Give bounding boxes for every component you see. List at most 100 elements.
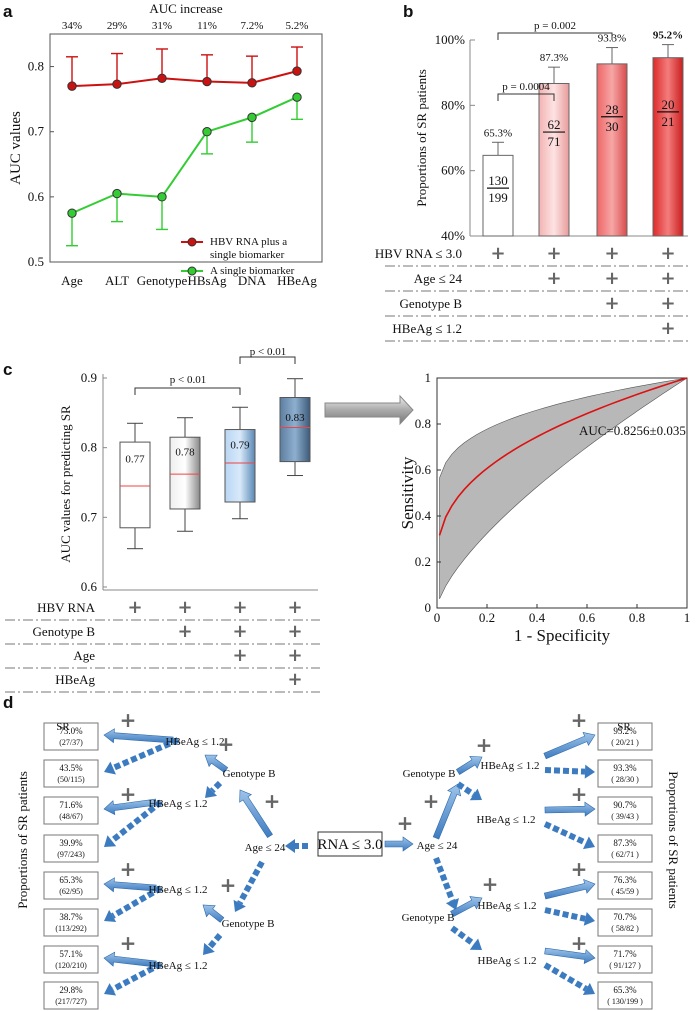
a-point [157,192,167,202]
tree-result-frac: ( 28/30 ) [611,775,639,784]
tree-left-axis: Proportions of SR patients [15,771,30,909]
tree-node-hbeag: HBeAg ≤ 1.2 [166,736,225,748]
plus-icon: + [490,243,505,264]
b-ytick-label: 60% [441,163,465,178]
b-bar-numerator: 28 [606,102,619,117]
chart-roc: 0 0.2 0.4 0.6 0.8 1 0 0.2 0.4 0.6 0.8 1 AUC=0.8256±… [398,370,690,645]
c-box [224,429,256,503]
tree-arrow-dash [115,907,124,917]
tree-arrow-head [203,942,215,955]
tree-arrow-dash [439,873,448,882]
a-xtick-label: DNA [238,273,267,288]
tree-arrow-solid [544,801,596,817]
tree-arrow-dash [237,900,244,905]
tree-node-genotype: Genotype B [402,912,455,924]
plus-icon: + [287,669,302,690]
tree-arrow-dash [560,828,569,837]
tree-arrow-solid [432,783,462,840]
roc-xtick-label: 0.2 [479,610,495,625]
tree-result-pct: 90.7% [613,800,637,810]
tree-arrow-head [104,761,116,775]
tree-result-box [43,871,99,900]
tree-arrow-dash [579,914,586,922]
a-point [292,66,302,76]
tree-result-box [43,796,99,825]
roc-ylabel: Sensitivity [398,456,417,529]
tree-arrow-dash [146,889,155,899]
tree-node-hbeag: HBeAg ≤ 1.2 [478,955,537,967]
c-median-label: 0.83 [285,412,305,424]
plus-icon: + [604,243,619,264]
tree-arrow-dash [130,973,139,983]
tree-arrow-dash [133,816,142,825]
plus-icon: + [232,645,247,666]
roc-auc-label: AUC=0.8256±0.035 [579,423,686,438]
b-bar-numerator: 130 [488,173,508,188]
roc-ytick-label: 1 [425,370,432,385]
c-p-value-2: p < 0.01 [250,346,286,358]
tree-arrow-head [205,785,218,798]
tree-arrow-dash [436,865,445,874]
tree-arrow-dash [209,787,216,794]
tree-result-pct: 93.3% [613,763,637,773]
plus-icon: + [571,857,588,881]
tree-arrow-dash [154,799,163,809]
tree-result-pct: 39.9% [59,838,83,848]
b-row-label: Age ≤ 24 [414,271,463,286]
tree-result-box [597,945,653,974]
tree-arrow-dash [126,821,135,831]
tree-result-box [597,871,653,900]
a-ytick-label: 0.7 [28,124,45,139]
tree-arrow-dash [146,965,155,974]
c-median-label: 0.79 [230,440,250,452]
tree-arrow-head [469,788,482,801]
tree-arrow-dash [574,980,583,989]
roc-xtick-label: 1 [684,610,691,625]
a-xtick-label: Genotype [137,273,188,288]
roc-ytick-label: 0.2 [415,554,431,569]
tree-arrow-head [104,835,117,847]
b-bar-pct-label: 65.3% [484,127,512,139]
tree-result-box [597,796,653,825]
a-point [67,81,77,91]
tree-sr-left: SR [56,721,70,733]
c-p-value-1: p < 0.01 [170,374,206,386]
b-bar-pct-label: 95.2% [653,30,683,42]
roc-frame [436,377,688,609]
b-bar-denominator: 71 [548,134,561,149]
plus-icon: + [120,782,137,806]
a-point [292,92,302,102]
plus-icon: + [604,268,619,289]
tree-arrow-head [582,982,595,996]
tree-arrow-dash [570,912,578,921]
c-row-label: HBeAg [55,672,95,687]
a-increase-label: 34% [62,20,82,32]
chart-b: Proportions of SR patients 40% 60% 80% 100%… [375,20,690,342]
b-bar [596,63,628,237]
plus-icon: + [177,597,192,618]
a-point [112,188,122,199]
tree-result-box [597,722,653,751]
tree-result-pct: 76.3% [613,875,637,885]
tree-result-frac: ( 39/43 ) [611,812,639,821]
legend-label-red-2: single biomarker [210,249,285,261]
tree-arrow-dash [114,982,123,991]
tree-result-pct: 43.5% [59,763,83,773]
tree-arrow-solid [455,756,483,775]
tree-arrow-dash [543,821,552,830]
tree-arrow-dash [112,833,121,842]
tree-arrow-solid [543,732,596,760]
tree-node-hbeag: HBeAg ≤ 1.2 [149,884,208,896]
c-ytick-label: 0.7 [81,509,98,524]
tree-arrow-dash [119,827,128,836]
tree-arrow-dash [551,825,560,833]
chart-a-ylabel: AUC values [8,111,24,185]
panel-label-d: d [3,693,13,712]
tree-arrow-dash [433,856,441,865]
a-point [112,79,122,89]
a-point [67,208,77,218]
a-increase-label: 31% [152,20,172,32]
tree-root: RNA ≤ 3.0 [317,837,382,853]
legend-label-green: A single biomarker [210,265,295,277]
a-xtick-label: ALT [105,273,129,288]
